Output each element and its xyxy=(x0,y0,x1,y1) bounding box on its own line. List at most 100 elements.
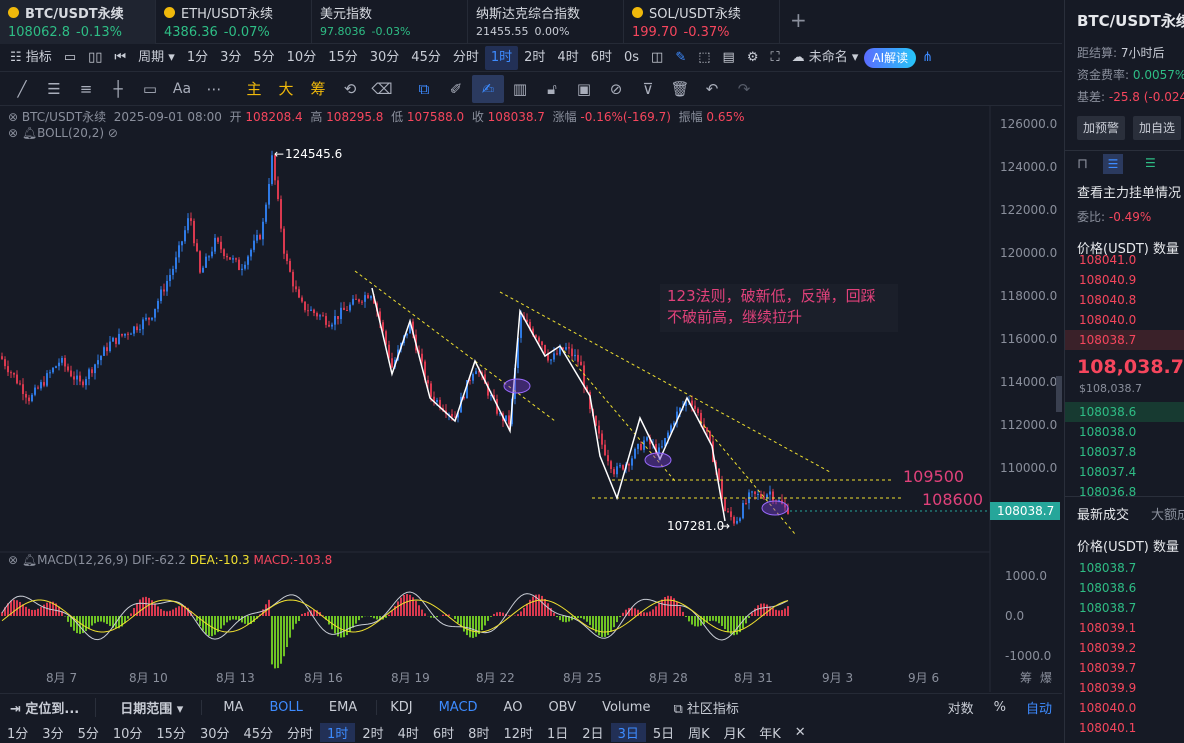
indicator-ema[interactable]: EMA xyxy=(328,700,358,715)
indicator-volume[interactable]: Volume xyxy=(602,700,651,715)
replay-icon[interactable]: ⏮ xyxy=(114,49,127,65)
interval-8[interactable]: 1时 xyxy=(484,45,519,70)
timeframe-4[interactable]: 15分 xyxy=(156,726,186,742)
indicator-button[interactable]: ☷ 指标 xyxy=(10,49,52,65)
book-row[interactable]: 108038.6 xyxy=(1065,402,1184,422)
timeframe-10[interactable]: 4时 xyxy=(397,726,419,742)
tab-big-trades[interactable]: 大额成 xyxy=(1151,508,1184,523)
eraser-icon[interactable]: ⌫ xyxy=(371,79,393,98)
timeframe-8[interactable]: 1时 xyxy=(320,722,356,742)
book-row[interactable]: 108041.0 xyxy=(1079,253,1137,267)
period-button[interactable]: 周期 ▾ xyxy=(138,49,175,65)
timeframe-5[interactable]: 30分 xyxy=(199,726,230,742)
tab-symbol[interactable]: SOL/USDT永续 199.70 -0.37% xyxy=(624,0,780,44)
tab-latest-trades[interactable]: 最新成交 xyxy=(1077,508,1130,523)
share-icon[interactable]: ⋔ xyxy=(922,49,934,65)
timeframe-0[interactable]: 1分 xyxy=(7,726,29,742)
timeframe-19[interactable]: 月K xyxy=(723,726,746,742)
indicator-obv[interactable]: OBV xyxy=(548,700,577,715)
book-mode-icon[interactable]: ☰ xyxy=(1103,154,1123,174)
channel-tool-icon[interactable]: ☰ xyxy=(47,79,61,98)
book-row[interactable]: 108036.8 xyxy=(1079,485,1137,499)
zoom-icon[interactable]: 筹 xyxy=(1020,671,1032,685)
panel-collapse-handle[interactable] xyxy=(1056,376,1062,412)
add-alert-button[interactable]: 加预警 xyxy=(1077,116,1126,140)
chart-icon[interactable]: ▤ xyxy=(722,49,735,65)
lock-icon[interactable]: 🔓︎ xyxy=(547,79,557,98)
tab-symbol[interactable]: 美元指数 97.8036 -0.03% xyxy=(312,0,468,44)
log-toggle[interactable]: 对数 xyxy=(947,702,974,717)
line-tool-icon[interactable]: ╱ xyxy=(17,79,27,98)
columns-icon[interactable]: ▥ xyxy=(512,79,528,98)
community-indicator-button[interactable]: ⧉ 社区指标 xyxy=(673,702,739,717)
cloud-layout-button[interactable]: ☁ 未命名 ▾ xyxy=(791,49,859,65)
view-mode-icon[interactable]: ⊓ xyxy=(1077,156,1088,172)
pen-icon[interactable]: ✐ xyxy=(449,79,463,98)
book-row[interactable]: 108038.0 xyxy=(1079,425,1137,439)
orderbook-title[interactable]: 查看主力挂单情况 xyxy=(1077,186,1182,201)
more-tools-icon[interactable]: ⋯ xyxy=(206,79,222,98)
timeframe-9[interactable]: 2时 xyxy=(362,726,384,742)
timeframe-2[interactable]: 5分 xyxy=(77,726,99,742)
da-button[interactable]: 大 xyxy=(278,80,294,98)
timeframe-15[interactable]: 2日 xyxy=(582,726,604,742)
close-icon[interactable]: ✕ xyxy=(794,724,806,740)
chou-button[interactable]: 筹 xyxy=(310,80,326,98)
redo-icon[interactable]: ↷ xyxy=(737,79,751,98)
interval-10[interactable]: 4时 xyxy=(557,49,579,65)
pct-toggle[interactable]: % xyxy=(993,700,1006,715)
text-tool-icon[interactable]: Aa xyxy=(172,80,192,97)
book-row[interactable]: 108037.8 xyxy=(1079,445,1137,459)
indicator-ao[interactable]: AO xyxy=(503,700,523,715)
book-row[interactable]: 108037.4 xyxy=(1079,465,1137,479)
auto-toggle[interactable]: 自动 xyxy=(1025,702,1052,717)
timeframe-20[interactable]: 年K xyxy=(759,726,781,742)
interval-11[interactable]: 6时 xyxy=(590,49,612,65)
indicator-ma[interactable]: MA xyxy=(223,700,244,715)
timeframe-17[interactable]: 5日 xyxy=(652,726,675,742)
link-icon[interactable]: ⊘ xyxy=(609,79,623,98)
timeframe-11[interactable]: 6时 xyxy=(432,726,455,742)
seconds-button[interactable]: 0s xyxy=(623,49,640,65)
add-favorite-button[interactable]: 加自选 xyxy=(1133,116,1182,140)
macd-label[interactable]: ⊗ 🔔︎MACD(12,26,9) DIF:-62.2 DEA:-10.3 MA… xyxy=(8,553,333,567)
bids-mode-icon[interactable]: ☰ xyxy=(1145,156,1156,170)
timeframe-18[interactable]: 周K xyxy=(688,726,710,742)
fib-tool-icon[interactable]: ≡ xyxy=(79,79,93,98)
rect-tool-icon[interactable]: ▭ xyxy=(142,79,158,98)
price-chart[interactable]: 126000.0 124000.0 122000.0 120000.0 118000.0… xyxy=(0,106,1062,692)
timeframe-14[interactable]: 1日 xyxy=(547,726,569,742)
book-row[interactable]: 108038.7 xyxy=(1065,330,1184,350)
interval-1[interactable]: 3分 xyxy=(220,49,242,65)
timeframe-1[interactable]: 3分 xyxy=(42,726,64,742)
interval-9[interactable]: 2时 xyxy=(524,49,546,65)
tab-symbol[interactable]: BTC/USDT永续 108062.8 -0.13% xyxy=(0,0,156,44)
book-row[interactable]: 108040.9 xyxy=(1079,273,1137,287)
interval-3[interactable]: 10分 xyxy=(286,49,317,65)
indicator-kdj[interactable]: KDJ xyxy=(376,700,425,715)
interval-2[interactable]: 5分 xyxy=(253,49,275,65)
indicator-macd[interactable]: MACD xyxy=(438,700,478,715)
timeframe-3[interactable]: 10分 xyxy=(112,726,143,742)
filter-icon[interactable]: ⊽ xyxy=(642,79,654,98)
timeframe-7[interactable]: 分时 xyxy=(287,726,314,742)
hline-tool-icon[interactable]: ┼ xyxy=(113,79,123,98)
timeframe-16[interactable]: 3日 xyxy=(610,722,646,742)
settings-icon[interactable]: ⚙ xyxy=(746,49,759,65)
trash-icon[interactable]: 🗑︎ xyxy=(670,79,690,98)
indicator-boll[interactable]: BOLL xyxy=(269,700,303,715)
draw-icon[interactable]: ✎ xyxy=(675,49,687,65)
magnet-icon[interactable]: ⟲ xyxy=(343,79,357,98)
interval-4[interactable]: 15分 xyxy=(328,49,358,65)
interval-5[interactable]: 30分 xyxy=(369,49,400,65)
zhu-button[interactable]: 主 xyxy=(246,80,262,98)
copy-icon[interactable]: ⧉ xyxy=(418,79,430,98)
add-tab-icon[interactable]: + xyxy=(790,8,807,32)
burst-icon[interactable]: 爆 xyxy=(1040,671,1052,685)
interval-6[interactable]: 45分 xyxy=(411,49,441,65)
brush-icon[interactable]: ✍ xyxy=(472,74,504,103)
fullscreen-icon[interactable]: ⛶ xyxy=(770,49,780,65)
camera-icon[interactable]: ◫ xyxy=(651,49,664,65)
box-icon[interactable]: ⬚ xyxy=(698,49,711,65)
tab-symbol[interactable]: ETH/USDT永续 4386.36 -0.07% xyxy=(156,0,312,44)
